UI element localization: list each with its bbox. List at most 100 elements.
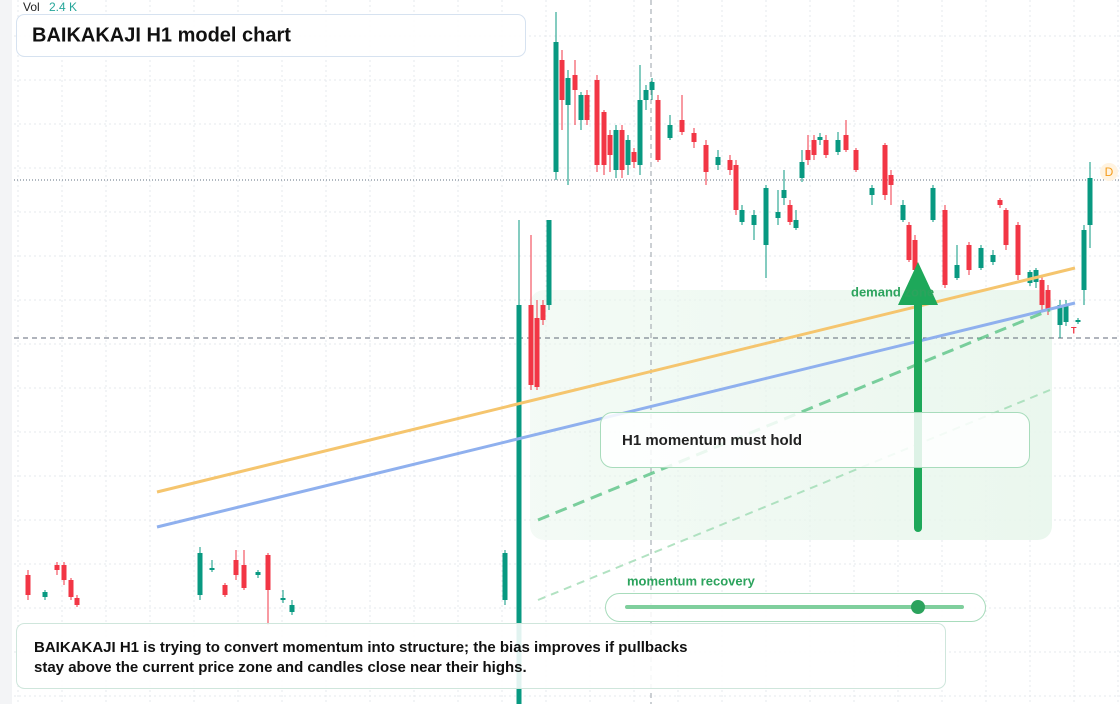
candle-body xyxy=(594,80,600,165)
candle-body xyxy=(265,555,271,590)
candle-body xyxy=(1003,210,1009,245)
slider-knob xyxy=(911,600,925,614)
summary-box xyxy=(16,623,946,689)
candle-body xyxy=(534,318,540,387)
candle-body xyxy=(1057,305,1063,325)
candle-body xyxy=(74,598,80,605)
zone-label: demand zone xyxy=(851,284,934,299)
candle-body xyxy=(912,240,918,270)
candle-body xyxy=(655,100,661,160)
candle-body xyxy=(233,560,239,575)
candle-body xyxy=(997,200,1003,205)
candle-body xyxy=(255,572,261,575)
candle-body xyxy=(1087,178,1093,225)
badge-label: D xyxy=(1105,165,1114,179)
candle-body xyxy=(978,248,984,268)
chart-title: BAIKAKAJI H1 model chart xyxy=(32,24,291,46)
candle-body xyxy=(222,585,228,595)
candle-body xyxy=(631,152,637,162)
candle-body xyxy=(835,140,841,152)
candle-body xyxy=(25,575,31,595)
candle-body xyxy=(930,188,936,220)
candle-body xyxy=(559,60,565,100)
candle-body xyxy=(502,553,508,600)
candle-body xyxy=(715,157,721,165)
candles xyxy=(25,12,1093,704)
candle-body xyxy=(619,130,625,170)
candle-body xyxy=(781,190,787,198)
candle-body xyxy=(553,42,559,172)
candle-body xyxy=(1039,280,1045,305)
candle-body xyxy=(775,212,781,218)
candle-body xyxy=(1075,320,1081,322)
candle-body xyxy=(1045,290,1051,310)
candle-body xyxy=(942,210,948,285)
candle-body xyxy=(607,135,613,155)
candle-body xyxy=(289,605,295,612)
candle-body xyxy=(823,140,829,155)
candle-body xyxy=(54,565,60,570)
arrow-head xyxy=(898,262,938,305)
badge xyxy=(1100,163,1118,181)
candle-body xyxy=(516,305,522,704)
candle-body xyxy=(888,175,894,185)
candle-body xyxy=(637,100,643,165)
candle-body xyxy=(625,140,631,165)
candle-body xyxy=(540,305,546,320)
candle-body xyxy=(1063,305,1069,322)
marker: T xyxy=(1071,325,1077,335)
volume-label: Vol xyxy=(23,0,40,14)
candle-body xyxy=(727,160,733,170)
candle-body xyxy=(990,255,996,262)
candle-body xyxy=(601,112,607,165)
candle-body xyxy=(691,133,697,142)
candle-body xyxy=(679,120,685,132)
summary-line: BAIKAKAJI H1 is trying to convert moment… xyxy=(34,639,687,656)
candle-body xyxy=(751,215,757,225)
candle-body xyxy=(667,125,673,138)
candle-body xyxy=(900,205,906,220)
candle-body xyxy=(572,75,578,90)
candle-body xyxy=(61,565,67,580)
candle-body xyxy=(793,220,799,228)
candle-body xyxy=(584,95,590,120)
candle-body xyxy=(954,265,960,278)
candle-body xyxy=(643,90,649,100)
title-box xyxy=(16,14,526,57)
candle-body xyxy=(1081,230,1087,290)
candle-body xyxy=(546,220,552,305)
candle-body xyxy=(739,210,745,222)
candle-body xyxy=(869,188,875,195)
candle-body xyxy=(197,553,203,595)
candle-body xyxy=(241,565,247,588)
candle-body xyxy=(578,95,584,120)
candle-body xyxy=(853,150,859,170)
candle-body xyxy=(565,78,571,105)
candle-body xyxy=(209,568,215,570)
candle-body xyxy=(528,305,534,385)
candle-body xyxy=(280,598,286,600)
candle-body xyxy=(1015,225,1021,275)
note-box xyxy=(600,412,1030,468)
candle-body xyxy=(882,145,888,195)
candle-body xyxy=(966,245,972,270)
note-text: H1 momentum must hold xyxy=(622,432,802,449)
candle-body xyxy=(68,580,74,597)
summary-line: stay above the current price zone and ca… xyxy=(34,659,527,676)
candle-body xyxy=(817,137,823,140)
candle-body xyxy=(805,150,811,160)
candle-body xyxy=(763,188,769,245)
candle-body xyxy=(42,592,48,597)
candle-body xyxy=(703,145,709,172)
candle-body xyxy=(843,135,849,150)
candle-body xyxy=(649,82,655,90)
volume-value: 2.4 K xyxy=(49,0,77,14)
candle-body xyxy=(811,140,817,155)
slider-label: momentum recovery xyxy=(627,573,756,588)
candle-body xyxy=(799,162,805,178)
candle-body xyxy=(787,205,793,222)
left-edge xyxy=(0,0,12,704)
candle-body xyxy=(613,130,619,170)
